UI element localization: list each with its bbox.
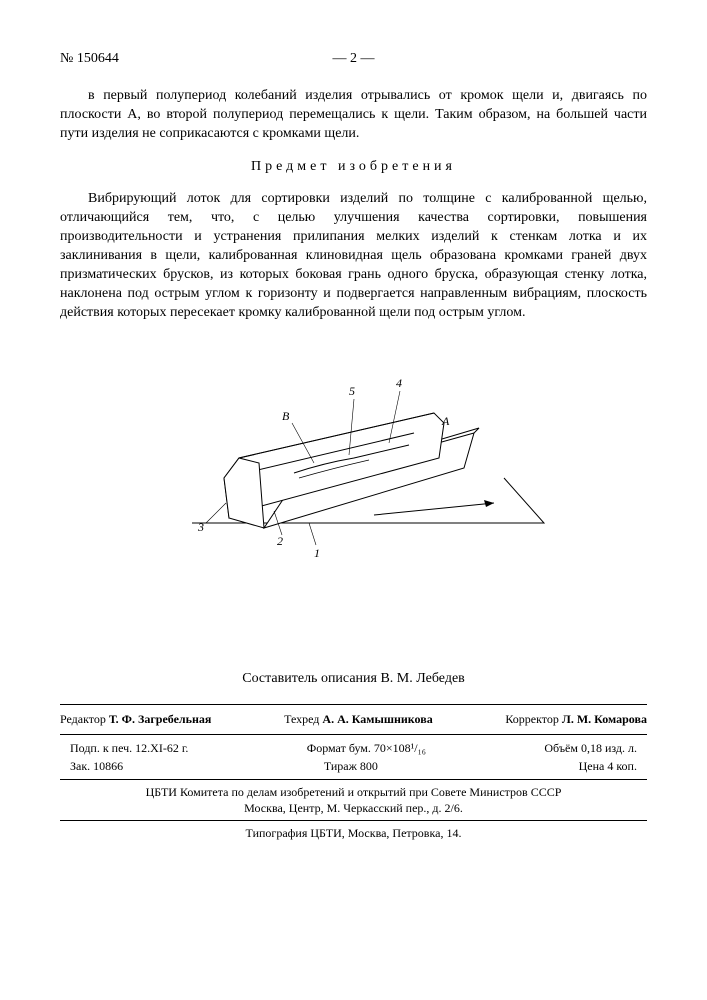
publication-info: Подп. к печ. 12.XI-62 г. Формат бум. 70×… xyxy=(60,739,647,842)
pub-printer: Типография ЦБТИ, Москва, Петровка, 14. xyxy=(60,825,647,841)
page-marker: — 2 — xyxy=(119,50,588,69)
fig-label-4: 4 xyxy=(396,376,402,390)
fig-label-5: 5 xyxy=(349,384,355,398)
pub-org-2: Москва, Центр, М. Черкасский пер., д. 2/… xyxy=(60,800,647,816)
claim-paragraph: Вибрирующий лоток для сортировки изделий… xyxy=(60,190,647,322)
pub-format: Формат бум. 70×108¹/₁₆ xyxy=(307,740,426,756)
page-header: № 150644 — 2 — № 150644 xyxy=(60,50,647,69)
section-title: Предмет изобретения xyxy=(60,158,647,177)
fig-label-2: 2 xyxy=(277,534,283,548)
tray-diagram: 1 2 3 4 5 В А xyxy=(144,363,564,573)
doc-number: № 150644 xyxy=(60,50,119,69)
pub-date: Подп. к печ. 12.XI-62 г. xyxy=(70,740,188,756)
fig-label-3: 3 xyxy=(197,520,204,534)
divider xyxy=(60,704,647,705)
credits-row: Редактор Т. Ф. Загребельная Техред А. А.… xyxy=(60,709,647,729)
pub-tirage: Тираж 800 xyxy=(324,758,378,774)
corrector: Корректор Л. М. Комарова xyxy=(505,711,647,727)
divider xyxy=(60,779,647,780)
fig-label-1: 1 xyxy=(314,546,320,560)
editor: Редактор Т. Ф. Загребельная xyxy=(60,711,211,727)
divider xyxy=(60,734,647,735)
compiler-line: Составитель описания В. М. Лебедев xyxy=(60,670,647,689)
pub-volume: Объём 0,18 изд. л. xyxy=(544,740,637,756)
pub-price: Цена 4 коп. xyxy=(579,758,637,774)
figure: 1 2 3 4 5 В А xyxy=(60,363,647,580)
divider xyxy=(60,820,647,821)
fig-label-a: А xyxy=(441,414,450,428)
techred: Техред А. А. Камышникова xyxy=(284,711,433,727)
paragraph-continuation: в первый полупериод колебаний изделия от… xyxy=(60,87,647,144)
pub-org-1: ЦБТИ Комитета по делам изобретений и отк… xyxy=(60,784,647,800)
pub-order: Зак. 10866 xyxy=(70,758,123,774)
fig-label-b: В xyxy=(282,409,290,423)
